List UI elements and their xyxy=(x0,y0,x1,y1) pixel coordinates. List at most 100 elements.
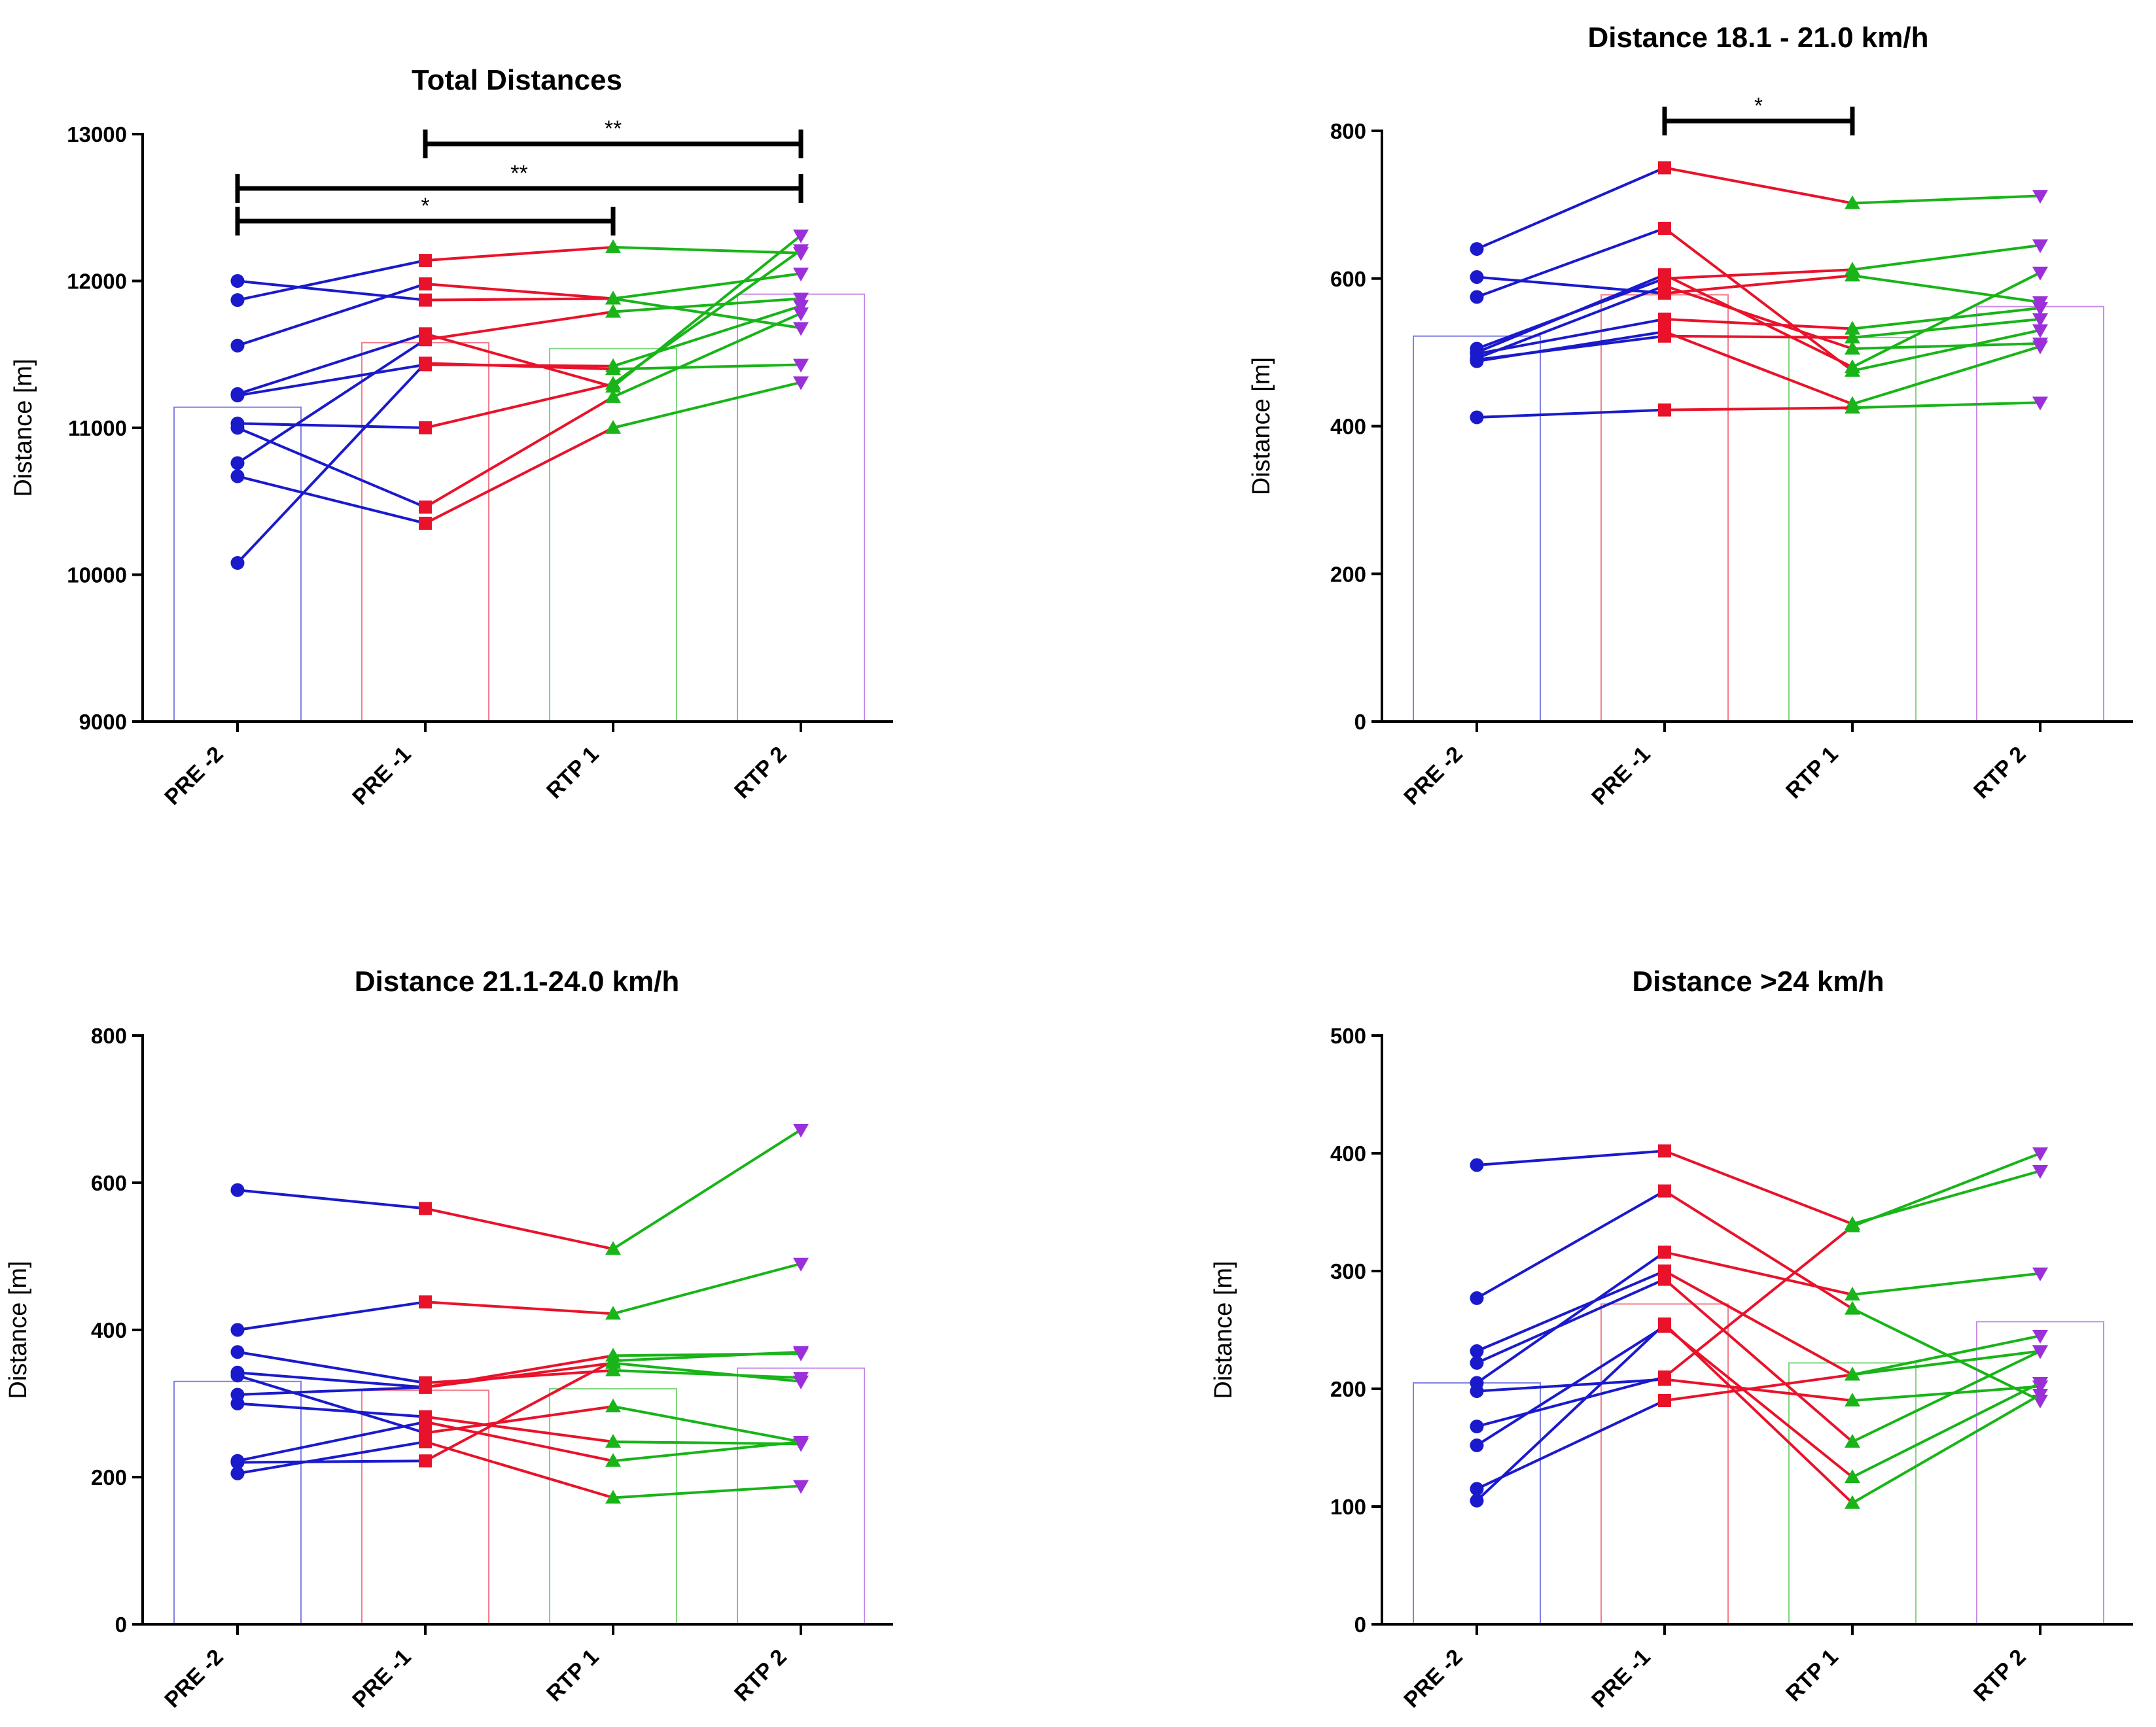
series-segment xyxy=(1664,330,1853,406)
mean-bar xyxy=(1600,1303,1729,1626)
series-1 xyxy=(1470,161,2048,256)
y-tick-label: 400 xyxy=(1330,415,1366,439)
y-axis-label: Distance [m] xyxy=(1248,357,1275,495)
y-tick-label: 200 xyxy=(91,1465,127,1490)
data-point xyxy=(793,1436,809,1450)
mean-bar xyxy=(737,293,865,722)
significance-label: ** xyxy=(510,161,527,186)
data-point xyxy=(2032,190,2048,204)
series-segment xyxy=(612,249,802,385)
data-point xyxy=(419,1380,432,1394)
data-point xyxy=(605,375,621,390)
series-segment xyxy=(1852,345,2041,406)
y-tick-label: 0 xyxy=(1354,710,1366,734)
series-segment xyxy=(1664,1149,1853,1225)
series-segment xyxy=(1852,1350,2041,1376)
data-point xyxy=(1658,1272,1671,1286)
data-point xyxy=(1845,1469,1860,1483)
series-segment xyxy=(425,1420,614,1463)
data-point xyxy=(605,1453,621,1467)
series-segment xyxy=(612,304,802,368)
series-segment xyxy=(1476,1323,1666,1502)
data-point xyxy=(1845,359,1860,374)
category-label: RTP 2 xyxy=(730,1645,792,1707)
series-3 xyxy=(230,1345,809,1389)
y-tick-label: 800 xyxy=(91,1024,127,1048)
data-point xyxy=(605,1362,621,1376)
series-10 xyxy=(1470,396,2048,425)
series-2 xyxy=(1470,1184,2048,1408)
data-point xyxy=(419,254,432,268)
data-point xyxy=(2032,1147,2048,1161)
data-point xyxy=(2032,1165,2048,1179)
data-point xyxy=(1845,1287,1860,1300)
series-segment xyxy=(1664,1251,1853,1296)
data-point xyxy=(793,358,809,373)
series-3 xyxy=(1470,221,2048,377)
panel-distance-21-24: Distance 21.1-24.0 km/h 0 200 400 600 800 Dist… xyxy=(5,966,893,1713)
series-segment xyxy=(237,1189,426,1210)
data-point xyxy=(230,1369,245,1383)
series-7 xyxy=(1470,1147,2048,1434)
data-point xyxy=(2032,1389,2048,1403)
y-tick-label: 600 xyxy=(1330,267,1366,291)
data-point xyxy=(1845,262,1860,276)
series-1 xyxy=(230,268,809,307)
data-point xyxy=(1845,195,1860,209)
data-point xyxy=(1845,330,1860,344)
series-segment xyxy=(1852,1152,2041,1228)
series-segment xyxy=(1476,227,1665,298)
series-segment xyxy=(425,362,614,371)
y-axis-label: Distance [m] xyxy=(10,358,37,497)
mean-bar xyxy=(1413,335,1541,722)
data-point xyxy=(1658,1184,1671,1198)
series-segment xyxy=(1476,317,1665,355)
data-point xyxy=(230,469,245,483)
series-2 xyxy=(230,1257,809,1337)
series-segment xyxy=(1664,1373,1853,1402)
series-segment xyxy=(237,1300,426,1331)
data-point xyxy=(605,1241,621,1255)
y-tick-label: 400 xyxy=(91,1318,127,1342)
data-point xyxy=(605,420,621,434)
category-label: RTP 1 xyxy=(542,742,604,804)
data-point xyxy=(1470,270,1484,284)
series-segment xyxy=(425,297,614,302)
series-segment xyxy=(1664,166,1853,205)
data-point xyxy=(1845,400,1860,414)
series-segment xyxy=(612,1440,802,1446)
series-segment xyxy=(425,310,614,341)
series-segment xyxy=(1476,1278,1665,1365)
y-tick-label: 600 xyxy=(91,1171,127,1195)
mean-bar xyxy=(549,347,677,722)
data-point xyxy=(230,1345,245,1359)
series-segment xyxy=(1664,334,1853,340)
series-segment xyxy=(424,396,614,508)
data-point xyxy=(1658,1394,1671,1407)
data-point xyxy=(793,244,809,258)
y-tick-label: 500 xyxy=(1330,1024,1366,1048)
series-10 xyxy=(230,357,809,570)
data-point xyxy=(793,300,809,314)
data-point xyxy=(1470,410,1484,425)
category-label: RTP 1 xyxy=(1781,742,1843,804)
data-point xyxy=(1470,1344,1484,1358)
series-8 xyxy=(1470,1319,2048,1483)
data-point xyxy=(1658,161,1671,175)
y-axis-label: Distance [m] xyxy=(5,1261,32,1399)
data-point xyxy=(419,333,432,347)
data-point xyxy=(1470,1291,1484,1305)
series-segment xyxy=(237,1459,426,1464)
series-segment xyxy=(1852,401,2041,410)
series-segment xyxy=(1663,1278,1854,1443)
series-segment xyxy=(1476,166,1665,251)
data-point xyxy=(1845,321,1860,335)
category-label: PRE -2 xyxy=(1399,1645,1467,1713)
series-segment xyxy=(1476,285,1665,360)
series-segment xyxy=(237,1371,426,1389)
data-point xyxy=(605,1434,621,1448)
data-point xyxy=(2032,302,2048,316)
data-point xyxy=(2032,1345,2048,1359)
data-point xyxy=(230,274,245,288)
data-point xyxy=(1658,312,1671,326)
